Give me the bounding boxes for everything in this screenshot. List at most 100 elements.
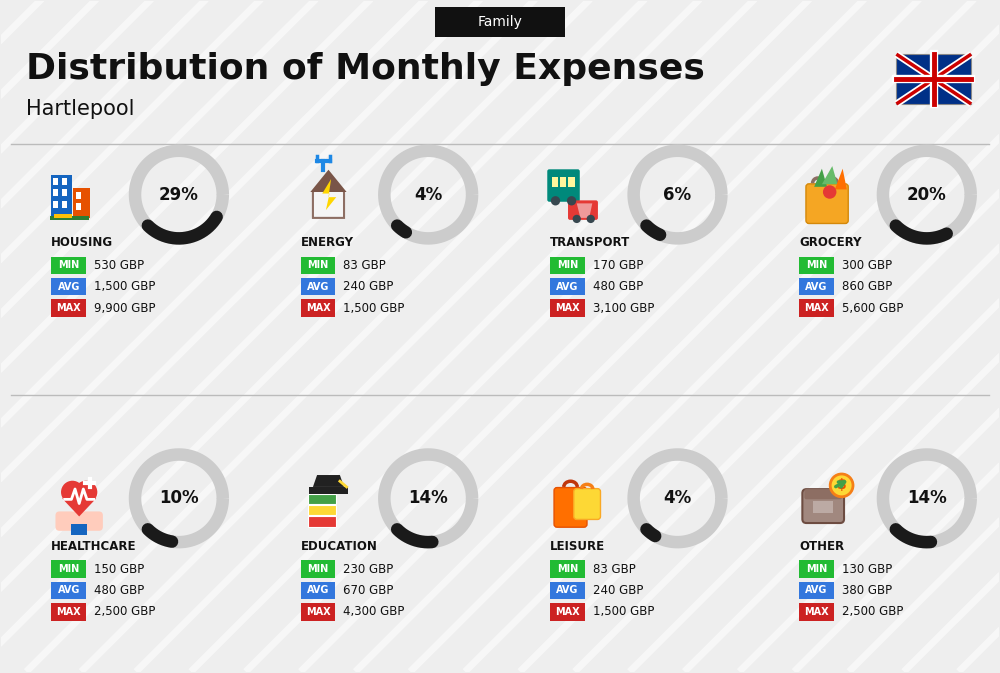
- FancyBboxPatch shape: [435, 7, 565, 37]
- Text: 1,500 GBP: 1,500 GBP: [593, 605, 654, 618]
- Text: AVG: AVG: [556, 282, 578, 291]
- Text: MIN: MIN: [806, 260, 827, 271]
- FancyBboxPatch shape: [308, 494, 336, 504]
- FancyBboxPatch shape: [50, 216, 89, 221]
- Circle shape: [830, 474, 853, 497]
- Text: 670 GBP: 670 GBP: [343, 584, 394, 597]
- FancyBboxPatch shape: [799, 278, 834, 295]
- FancyBboxPatch shape: [802, 489, 844, 523]
- Text: MIN: MIN: [307, 260, 329, 271]
- Text: 14%: 14%: [907, 489, 947, 507]
- Text: MAX: MAX: [306, 607, 330, 617]
- Text: 10%: 10%: [159, 489, 199, 507]
- Text: MAX: MAX: [804, 607, 829, 617]
- FancyBboxPatch shape: [301, 603, 335, 621]
- Text: 14%: 14%: [408, 489, 448, 507]
- FancyBboxPatch shape: [309, 487, 348, 494]
- Text: 83 GBP: 83 GBP: [343, 259, 386, 272]
- Text: MIN: MIN: [557, 564, 578, 574]
- FancyBboxPatch shape: [547, 170, 580, 202]
- Circle shape: [75, 481, 97, 503]
- FancyBboxPatch shape: [804, 489, 842, 499]
- FancyBboxPatch shape: [55, 511, 103, 531]
- FancyBboxPatch shape: [53, 201, 58, 207]
- Circle shape: [61, 481, 84, 503]
- FancyBboxPatch shape: [550, 581, 585, 599]
- FancyBboxPatch shape: [568, 201, 598, 220]
- Text: Family: Family: [478, 15, 522, 30]
- Text: AVG: AVG: [307, 586, 329, 596]
- FancyBboxPatch shape: [53, 178, 58, 185]
- FancyBboxPatch shape: [550, 299, 585, 317]
- Text: 2,500 GBP: 2,500 GBP: [842, 605, 903, 618]
- FancyBboxPatch shape: [550, 603, 585, 621]
- FancyBboxPatch shape: [71, 524, 87, 534]
- Circle shape: [587, 215, 595, 223]
- Polygon shape: [62, 498, 96, 516]
- Text: MAX: MAX: [306, 303, 330, 313]
- Polygon shape: [322, 179, 336, 210]
- Text: 530 GBP: 530 GBP: [94, 259, 144, 272]
- Text: 240 GBP: 240 GBP: [593, 584, 643, 597]
- Text: 380 GBP: 380 GBP: [842, 584, 892, 597]
- FancyBboxPatch shape: [574, 489, 600, 520]
- Text: 1,500 GBP: 1,500 GBP: [94, 280, 156, 293]
- Polygon shape: [313, 174, 344, 218]
- Text: AVG: AVG: [805, 586, 828, 596]
- Text: LEISURE: LEISURE: [550, 540, 605, 553]
- Polygon shape: [310, 170, 347, 192]
- FancyBboxPatch shape: [896, 54, 971, 104]
- Text: 9,900 GBP: 9,900 GBP: [94, 302, 156, 314]
- Text: 83 GBP: 83 GBP: [593, 563, 635, 575]
- Text: 1,500 GBP: 1,500 GBP: [343, 302, 405, 314]
- FancyBboxPatch shape: [51, 581, 86, 599]
- Text: MIN: MIN: [806, 564, 827, 574]
- FancyBboxPatch shape: [53, 189, 58, 196]
- FancyBboxPatch shape: [301, 581, 335, 599]
- Text: 240 GBP: 240 GBP: [343, 280, 394, 293]
- Text: 480 GBP: 480 GBP: [593, 280, 643, 293]
- FancyBboxPatch shape: [301, 256, 335, 274]
- Polygon shape: [835, 169, 847, 189]
- Text: $: $: [837, 479, 846, 493]
- FancyBboxPatch shape: [76, 203, 81, 210]
- Text: 170 GBP: 170 GBP: [593, 259, 643, 272]
- Text: ENERGY: ENERGY: [301, 236, 354, 249]
- Text: 480 GBP: 480 GBP: [94, 584, 144, 597]
- FancyBboxPatch shape: [308, 505, 336, 516]
- Text: AVG: AVG: [58, 586, 80, 596]
- Text: HEALTHCARE: HEALTHCARE: [51, 540, 137, 553]
- Text: AVG: AVG: [556, 586, 578, 596]
- Text: MIN: MIN: [58, 260, 79, 271]
- Text: 4,300 GBP: 4,300 GBP: [343, 605, 405, 618]
- Polygon shape: [822, 166, 837, 184]
- FancyBboxPatch shape: [308, 516, 336, 527]
- FancyBboxPatch shape: [799, 581, 834, 599]
- Text: 2,500 GBP: 2,500 GBP: [94, 605, 156, 618]
- FancyBboxPatch shape: [51, 256, 86, 274]
- Text: OTHER: OTHER: [799, 540, 844, 553]
- FancyBboxPatch shape: [550, 278, 585, 295]
- FancyBboxPatch shape: [51, 603, 86, 621]
- Text: MAX: MAX: [555, 607, 580, 617]
- FancyBboxPatch shape: [799, 299, 834, 317]
- Text: 3,100 GBP: 3,100 GBP: [593, 302, 654, 314]
- Text: MIN: MIN: [307, 564, 329, 574]
- Text: EDUCATION: EDUCATION: [301, 540, 377, 553]
- FancyBboxPatch shape: [301, 561, 335, 577]
- Polygon shape: [577, 203, 592, 218]
- Text: MAX: MAX: [56, 607, 81, 617]
- Text: 150 GBP: 150 GBP: [94, 563, 144, 575]
- FancyBboxPatch shape: [76, 192, 81, 199]
- Text: 230 GBP: 230 GBP: [343, 563, 394, 575]
- FancyBboxPatch shape: [568, 178, 575, 187]
- Text: AVG: AVG: [805, 282, 828, 291]
- FancyBboxPatch shape: [552, 178, 558, 187]
- Text: 29%: 29%: [159, 186, 199, 204]
- FancyBboxPatch shape: [51, 176, 72, 218]
- FancyBboxPatch shape: [806, 184, 848, 223]
- Polygon shape: [814, 169, 827, 187]
- Text: TRANSPORT: TRANSPORT: [550, 236, 630, 249]
- Text: GROCERY: GROCERY: [799, 236, 862, 249]
- Circle shape: [567, 196, 576, 205]
